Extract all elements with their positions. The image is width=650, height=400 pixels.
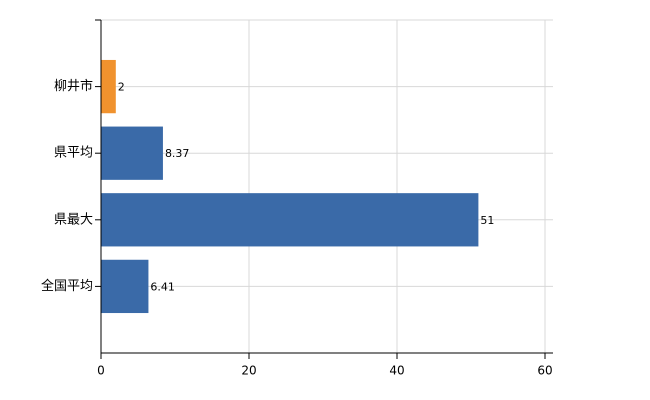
bar bbox=[101, 59, 116, 114]
data-label: 51 bbox=[480, 214, 494, 227]
x-tick-label: 20 bbox=[241, 364, 256, 378]
data-label: 6.41 bbox=[150, 280, 175, 293]
bar bbox=[101, 259, 149, 314]
data-label: 8.37 bbox=[165, 147, 190, 160]
bar bbox=[101, 126, 163, 180]
x-tick-label: 40 bbox=[389, 364, 404, 378]
data-label: 2 bbox=[118, 81, 125, 94]
y-tick-label: 県平均 bbox=[54, 146, 93, 161]
y-tick-label: 県最大 bbox=[54, 212, 93, 227]
x-tick-label: 60 bbox=[537, 364, 552, 378]
y-tick-label: 柳井市 bbox=[54, 78, 93, 94]
x-tick-label: 0 bbox=[97, 364, 105, 378]
bar bbox=[101, 193, 479, 247]
y-tick-label: 全国平均 bbox=[41, 278, 93, 294]
